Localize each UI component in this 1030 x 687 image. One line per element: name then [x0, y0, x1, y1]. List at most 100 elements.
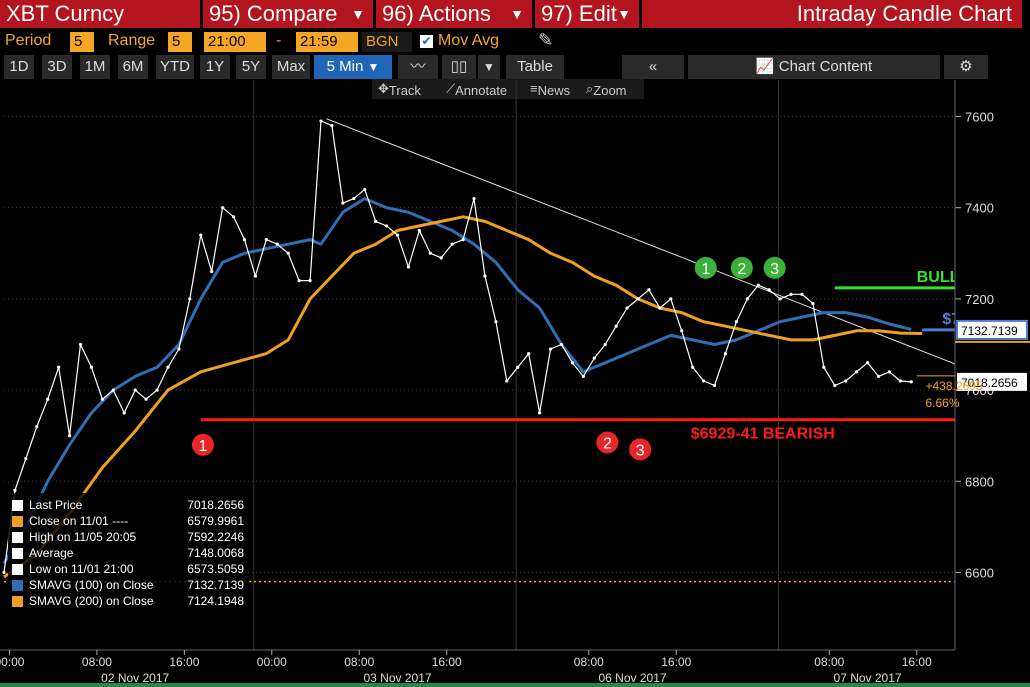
- price-point: [2, 570, 6, 575]
- price-tags: 7132.7139 7018.2656+438.2695 6.66%: [916, 319, 1030, 410]
- legend-name: High on 11/05 20:05: [29, 530, 137, 544]
- settings-button[interactable]: ⚙: [944, 55, 988, 79]
- edit-menu[interactable]: 97) Edit ▼: [535, 0, 639, 28]
- price-point: [384, 224, 389, 228]
- legend-row: SMAVG (200) on Close 7124.1948: [8, 593, 248, 609]
- sma100-tag-box: [956, 319, 1028, 340]
- mov-avg-label: Mov Avg: [438, 32, 500, 49]
- price-point: [352, 196, 356, 201]
- price-point: [166, 365, 170, 369]
- compare-menu[interactable]: 95) Compare ▼: [203, 0, 373, 28]
- price-point: [297, 279, 301, 283]
- legend-value: 6579.9961: [187, 514, 244, 528]
- range-button-1y[interactable]: 1Y: [200, 55, 230, 79]
- news-button[interactable]: ≡ News: [530, 81, 571, 98]
- price-point: [778, 297, 782, 301]
- actions-menu[interactable]: 96) Actions ▼: [376, 0, 532, 28]
- zoom-button[interactable]: ⌕ Zoom: [586, 81, 627, 98]
- time-dash: -: [276, 32, 282, 49]
- interval-select[interactable]: 5 Min ▼: [314, 55, 392, 79]
- table-button[interactable]: Table: [506, 55, 564, 79]
- track-button[interactable]: ✥ Track: [378, 81, 421, 98]
- legend-row: Low on 11/01 21:00 6573.5059: [8, 561, 248, 577]
- price-point: [833, 383, 837, 388]
- legend-swatch: [12, 596, 23, 607]
- period-input[interactable]: 5: [70, 32, 94, 52]
- legend-name: SMAVG (200) on Close: [29, 594, 154, 608]
- chart-legend: Last Price 7018.2656 Close on 11/01 ---- 65…: [8, 493, 248, 609]
- range-button-3d[interactable]: 3D: [42, 55, 72, 79]
- line-chart-button[interactable]: 〰: [398, 55, 438, 79]
- price-point: [67, 434, 72, 438]
- marker-circle: [763, 256, 786, 279]
- price-point: [811, 301, 815, 306]
- chart-name-label: Intraday Candle Chart: [796, 1, 1012, 26]
- series-last-price: [3, 120, 912, 573]
- price-point: [559, 342, 564, 347]
- legend-swatch: [12, 516, 23, 527]
- y-tick-label: 7600: [965, 109, 994, 124]
- price-point: [614, 324, 618, 328]
- legend-swatch: [12, 580, 23, 591]
- price-point: [505, 379, 509, 383]
- x-day-label: 03 Nov 2017: [363, 671, 431, 685]
- price-point: [636, 297, 640, 301]
- price-point: [855, 370, 859, 374]
- chevron-down-icon: ▼: [351, 6, 365, 22]
- range-button-ytd[interactable]: YTD: [156, 55, 194, 79]
- pencil-icon[interactable]: ✎: [538, 30, 554, 50]
- price-point: [570, 361, 575, 365]
- toolbar: 1D 3D 1M 6M YTD 1Y 5Y Max 5 Min ▼ 〰 ▯▯ ▼…: [0, 54, 1030, 80]
- x-axis-accent: [0, 683, 1030, 687]
- range-input[interactable]: 5: [168, 32, 192, 52]
- price-point: [592, 356, 596, 360]
- legend-swatch: [12, 532, 23, 543]
- price-point: [13, 488, 17, 492]
- x-tick-label: 08:00: [82, 655, 112, 669]
- range-button-max[interactable]: Max: [272, 55, 310, 79]
- price-point: [221, 206, 225, 210]
- price-point: [909, 380, 913, 384]
- time-to-input[interactable]: 21:59: [296, 32, 358, 52]
- ticker-label: XBT Curncy: [6, 1, 125, 26]
- collapse-button[interactable]: «: [622, 55, 684, 79]
- intraday-chart[interactable]: BULLISH $7224$7132$6929-41 BEARISH 1 2 3 1 2…: [0, 80, 1030, 687]
- marker-label: 1: [701, 261, 710, 278]
- price-point: [701, 379, 706, 383]
- time-from-input[interactable]: 21:00: [204, 32, 266, 52]
- range-button-5y[interactable]: 5Y: [236, 55, 266, 79]
- chart-type-dropdown[interactable]: ▼: [478, 55, 500, 79]
- interval-label: 5 Min: [326, 58, 364, 75]
- price-point: [308, 279, 312, 283]
- price-point: [210, 269, 214, 274]
- annotate-button[interactable]: ⟋ Annotate: [446, 81, 508, 98]
- mov-avg-checkbox[interactable]: ✔: [420, 34, 433, 48]
- candle-chart-icon: ▯▯: [450, 58, 468, 75]
- actions-label: 96) Actions: [382, 1, 491, 26]
- y-axis: 660068007000720074007600: [954, 80, 1030, 650]
- range-button-1m[interactable]: 1M: [80, 55, 110, 79]
- bgn-field[interactable]: BGN: [362, 32, 412, 52]
- x-tick-label: 08:00: [574, 655, 604, 669]
- marker-label: 1: [198, 438, 207, 455]
- double-chevron-left-icon: «: [648, 58, 658, 75]
- chart-content-button[interactable]: 📈 Chart Content: [688, 55, 940, 79]
- chart-subtools: ✥ Track ⟋ Annotate ≡ News ⌕ Zoom: [372, 79, 644, 99]
- legend-swatch: [12, 564, 23, 575]
- candle-chart-button[interactable]: ▯▯: [442, 55, 476, 79]
- price-point: [538, 411, 542, 415]
- legend-swatch: [12, 500, 23, 511]
- x-tick-label: 00:00: [0, 655, 25, 669]
- chart-content-icon: 📈: [755, 58, 775, 75]
- range-button-1d[interactable]: 1D: [4, 55, 34, 79]
- price-point: [461, 238, 465, 242]
- price-point: [155, 388, 159, 392]
- price-point: [658, 306, 662, 310]
- marker-circle: [596, 431, 619, 454]
- price-point: [669, 297, 673, 301]
- x-tick-label: 16:00: [432, 655, 462, 669]
- range-button-6m[interactable]: 6M: [118, 55, 148, 79]
- ticker-field[interactable]: XBT Curncy: [0, 0, 200, 28]
- legend-name: Low on 11/01 21:00: [29, 562, 134, 576]
- chart-content-label: Chart Content: [778, 58, 873, 75]
